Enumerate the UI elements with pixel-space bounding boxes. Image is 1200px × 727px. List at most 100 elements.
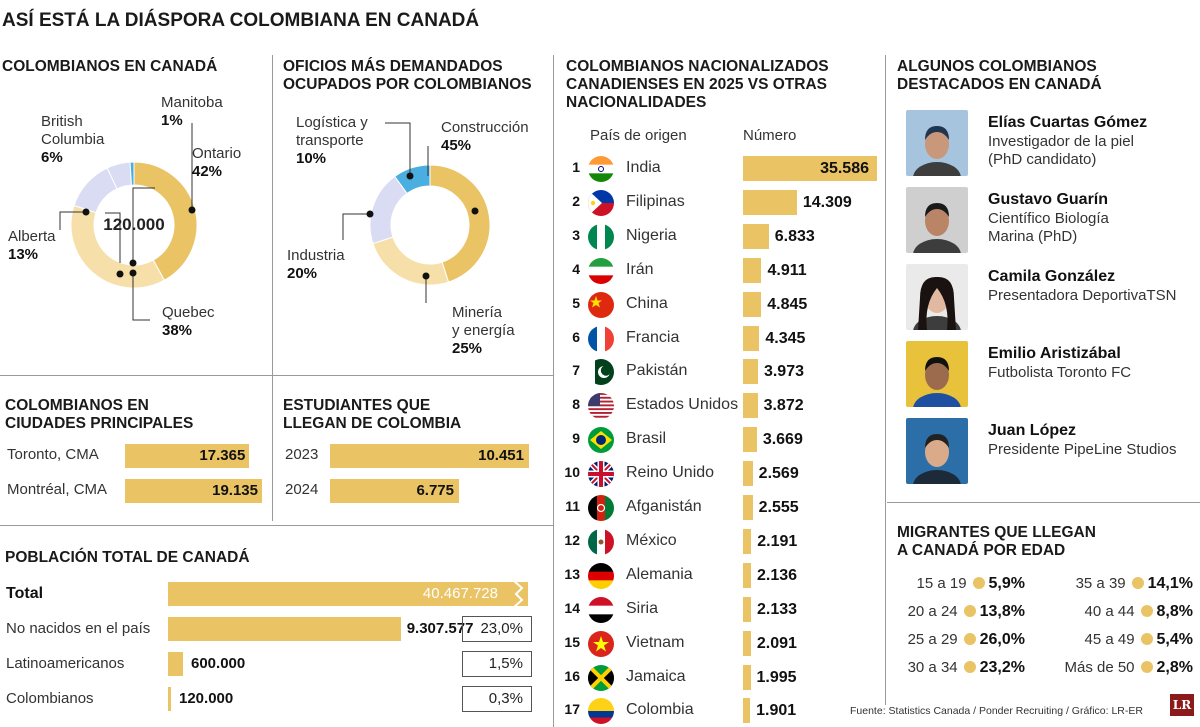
bullet-dot: [972, 577, 985, 589]
age-percent: 13,8%: [979, 603, 1025, 620]
section-title-edad: MIGRANTES QUE LLEGAN A CANADÁ POR EDAD: [897, 524, 1096, 559]
person-name: Elías Cuartas Gómez: [988, 114, 1148, 131]
bar: [743, 427, 757, 453]
age-percent: 26,0%: [979, 631, 1025, 648]
slice-manitoba: [129, 161, 135, 186]
bar-value-label: 4.345: [765, 329, 806, 347]
country-label: Brasil: [626, 430, 667, 448]
flag-jamaica-icon: [588, 664, 614, 691]
bar-value-label: 6.775: [416, 482, 454, 499]
slice-construcci-n: [429, 164, 491, 283]
category-label: 2024: [285, 481, 319, 498]
lr-logo: LR: [1170, 694, 1194, 716]
person-name: Juan López: [988, 422, 1077, 439]
section-title-ciudades: COLOMBIANOS EN CIUDADES PRINCIPALES: [5, 397, 194, 432]
slice-miner-a-y-energ-a: [372, 236, 450, 286]
age-label: 25 a 29: [907, 631, 958, 648]
age-row: 20 a 24 13,8%: [908, 603, 1025, 621]
divider: [887, 502, 1200, 503]
marker-dot: [82, 208, 90, 216]
marker-dot: [471, 207, 479, 215]
bar-value-label: 40.467.728: [422, 585, 498, 602]
bar: [743, 528, 752, 554]
bar: [168, 582, 528, 606]
age-percent: 5,4%: [1156, 631, 1193, 648]
flag-nigeria-icon: [588, 223, 614, 250]
bar-value-label: 2.555: [758, 499, 799, 516]
marker-dot: [422, 272, 430, 280]
label-construccion: Construcción 45%: [441, 119, 529, 154]
percent-box: 0,3%: [462, 686, 532, 712]
axis-break-icon: [513, 581, 524, 607]
flag-vietnam-icon: [588, 630, 614, 657]
country-label: Estados Unidos: [626, 396, 739, 414]
bar-value-label: 3.669: [762, 431, 803, 449]
country-label: Pakistán: [626, 362, 688, 380]
rank-label: 9: [572, 430, 580, 447]
bar-value-label: 10.451: [478, 447, 524, 464]
bar: [743, 698, 751, 724]
bar-value-label: 2.091: [756, 634, 797, 652]
flag-brasil-icon: [588, 427, 614, 454]
country-label: Reino Unido: [626, 464, 715, 482]
divider: [0, 375, 553, 376]
flag-reino-unido-icon: [588, 461, 614, 488]
bar-value-label: 9.307.577: [406, 620, 474, 637]
country-label: Afganistán: [626, 498, 702, 515]
bar-value-label: 600.000: [191, 655, 246, 672]
age-row: 40 a 44 8,8%: [1084, 603, 1193, 621]
bar-value-label: 6.833: [774, 227, 815, 245]
rank-label: 10: [564, 464, 580, 481]
rank-label: 12: [564, 531, 580, 548]
label-industria: Industria 20%: [287, 247, 345, 282]
age-percent: 2,8%: [1156, 659, 1193, 676]
flag-pakist-n-icon: [588, 359, 614, 386]
flag-siria-icon: [588, 596, 614, 623]
bullet-dot: [1140, 633, 1153, 645]
rank-label: 16: [564, 667, 580, 684]
country-label: Filipinas: [626, 192, 685, 210]
rank-label: 4: [572, 260, 580, 277]
slice-log-stica-y-transporte: [394, 164, 431, 195]
avatar: [906, 418, 968, 484]
bar-value-label: 2.191: [757, 532, 798, 550]
bar-value-label: 35.586: [820, 160, 869, 177]
category-label: 2023: [285, 446, 319, 463]
person-description: (PhD candidato): [988, 151, 1097, 168]
bar: [330, 444, 529, 468]
avatar: [906, 110, 968, 176]
column-header-number: Número: [743, 127, 797, 144]
bar-value-label: 19.135: [212, 482, 258, 499]
bar: [743, 291, 762, 317]
divider: [272, 55, 273, 521]
avatar: [906, 264, 968, 330]
section-title-poblacion: POBLACIÓN TOTAL DE CANADÁ: [5, 549, 250, 566]
bar-value-label: 17.365: [199, 447, 246, 464]
label-ontario: Ontario 42%: [192, 145, 242, 180]
marker-dot: [129, 259, 137, 267]
bar: [743, 156, 877, 181]
bar: [743, 461, 753, 487]
age-row: Más de 50 2,8%: [1064, 659, 1193, 677]
bullet-dot: [963, 661, 976, 673]
age-label: 40 a 44: [1084, 603, 1135, 620]
country-label: Jamaica: [626, 667, 686, 685]
section-title-destacados: ALGUNOS COLOMBIANOS DESTACADOS EN CANADÁ: [897, 58, 1102, 93]
bullet-dot: [1131, 577, 1144, 589]
bar: [743, 393, 758, 419]
column-header-country: País de origen: [590, 127, 687, 144]
divider: [553, 55, 554, 727]
bar: [125, 444, 250, 468]
category-label: No nacidos en el país: [6, 620, 151, 637]
marker-dot: [366, 210, 374, 218]
rank-label: 5: [572, 294, 580, 311]
country-label: México: [626, 531, 677, 549]
bar: [330, 479, 459, 503]
country-label: Nigeria: [626, 226, 677, 244]
age-label: 35 a 39: [1075, 575, 1126, 592]
donut-center-label: 120.000: [103, 215, 165, 234]
bar-value-label: 14.309: [802, 193, 852, 211]
rank-label: 8: [572, 396, 580, 413]
person-name: Camila González: [988, 268, 1116, 285]
age-row: 30 a 34 23,2%: [908, 659, 1025, 677]
